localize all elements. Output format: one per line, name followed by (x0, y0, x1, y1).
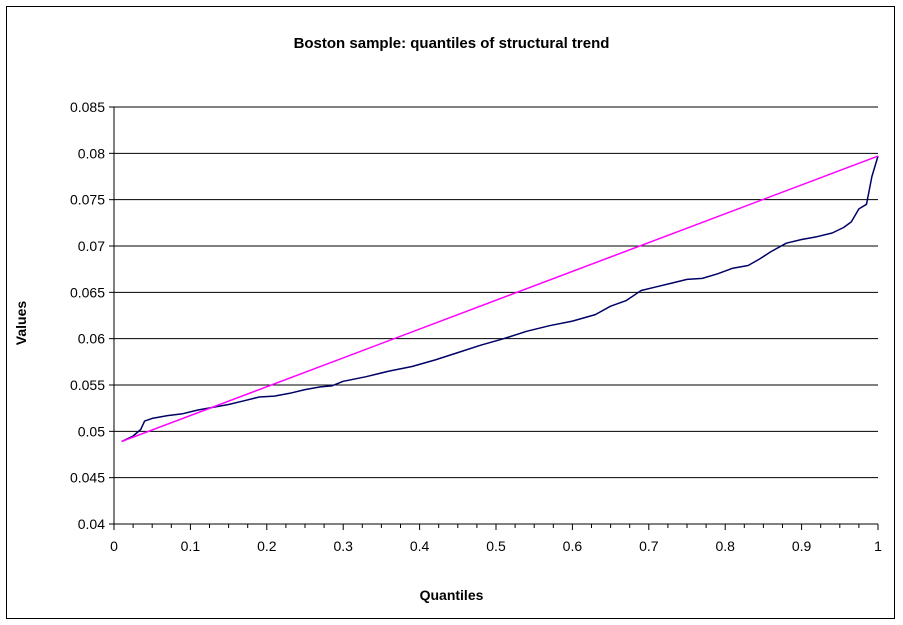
y-tick-label: 0.08 (78, 145, 105, 161)
x-tick-label: 0.8 (715, 538, 735, 554)
x-tick-label: 0.5 (486, 538, 506, 554)
y-tick-label: 0.075 (70, 192, 105, 208)
x-tick-label: 0.3 (333, 538, 353, 554)
y-tick-label: 0.07 (78, 238, 105, 254)
series-line-1 (121, 155, 879, 443)
x-tick-label: 0.4 (410, 538, 430, 554)
y-tick-label: 0.065 (70, 284, 105, 300)
y-tick-label: 0.055 (70, 377, 105, 393)
y-tick-label: 0.04 (78, 516, 105, 532)
y-tick-label: 0.045 (70, 470, 105, 486)
chart-frame: Boston sample: quantiles of structural t… (6, 6, 895, 619)
x-tick-label: 1 (874, 538, 882, 554)
chart-title: Boston sample: quantiles of structural t… (293, 35, 610, 52)
y-tick-label: 0.085 (70, 99, 105, 115)
series-line-2 (121, 155, 879, 443)
x-tick-label: 0.1 (181, 538, 201, 554)
x-axis-label: Quantiles (419, 587, 484, 603)
y-tick-label: 0.06 (78, 331, 105, 347)
x-tick-label: 0.9 (792, 538, 812, 554)
x-tick-label: 0 (110, 538, 118, 554)
x-tick-label: 0.7 (639, 538, 659, 554)
y-tick-label: 0.05 (78, 423, 105, 439)
x-tick-label: 0.2 (257, 538, 277, 554)
x-tick-label: 0.6 (563, 538, 583, 554)
plot-area: 0.04 0.045 0.05 0.055 0.06 0.065 0.07 0.075 0.08… (70, 99, 882, 554)
